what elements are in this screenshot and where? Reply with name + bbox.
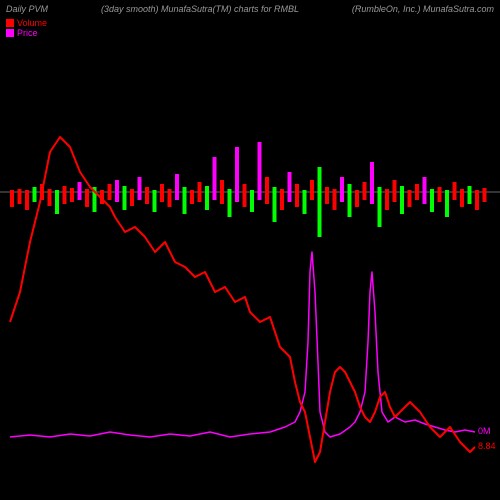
chart-legend: Volume Price [0, 18, 500, 42]
legend-swatch-volume [6, 19, 14, 27]
header-right: (RumbleOn, Inc.) MunafaSutra.com [352, 4, 494, 14]
svg-text:0M: 0M [478, 426, 491, 436]
legend-label-volume: Volume [17, 18, 47, 28]
legend-swatch-price [6, 29, 14, 37]
header-center: (3day smooth) MunafaSutra(TM) charts for… [101, 4, 299, 14]
chart-header: Daily PVM (3day smooth) MunafaSutra(TM) … [0, 0, 500, 18]
chart-area: 0M 8.84 [0, 42, 500, 492]
legend-label-price: Price [17, 28, 38, 38]
legend-item-price: Price [6, 28, 494, 38]
header-left: Daily PVM [6, 4, 48, 14]
legend-item-volume: Volume [6, 18, 494, 28]
chart-svg: 0M 8.84 [0, 42, 500, 492]
svg-text:8.84: 8.84 [478, 441, 496, 451]
